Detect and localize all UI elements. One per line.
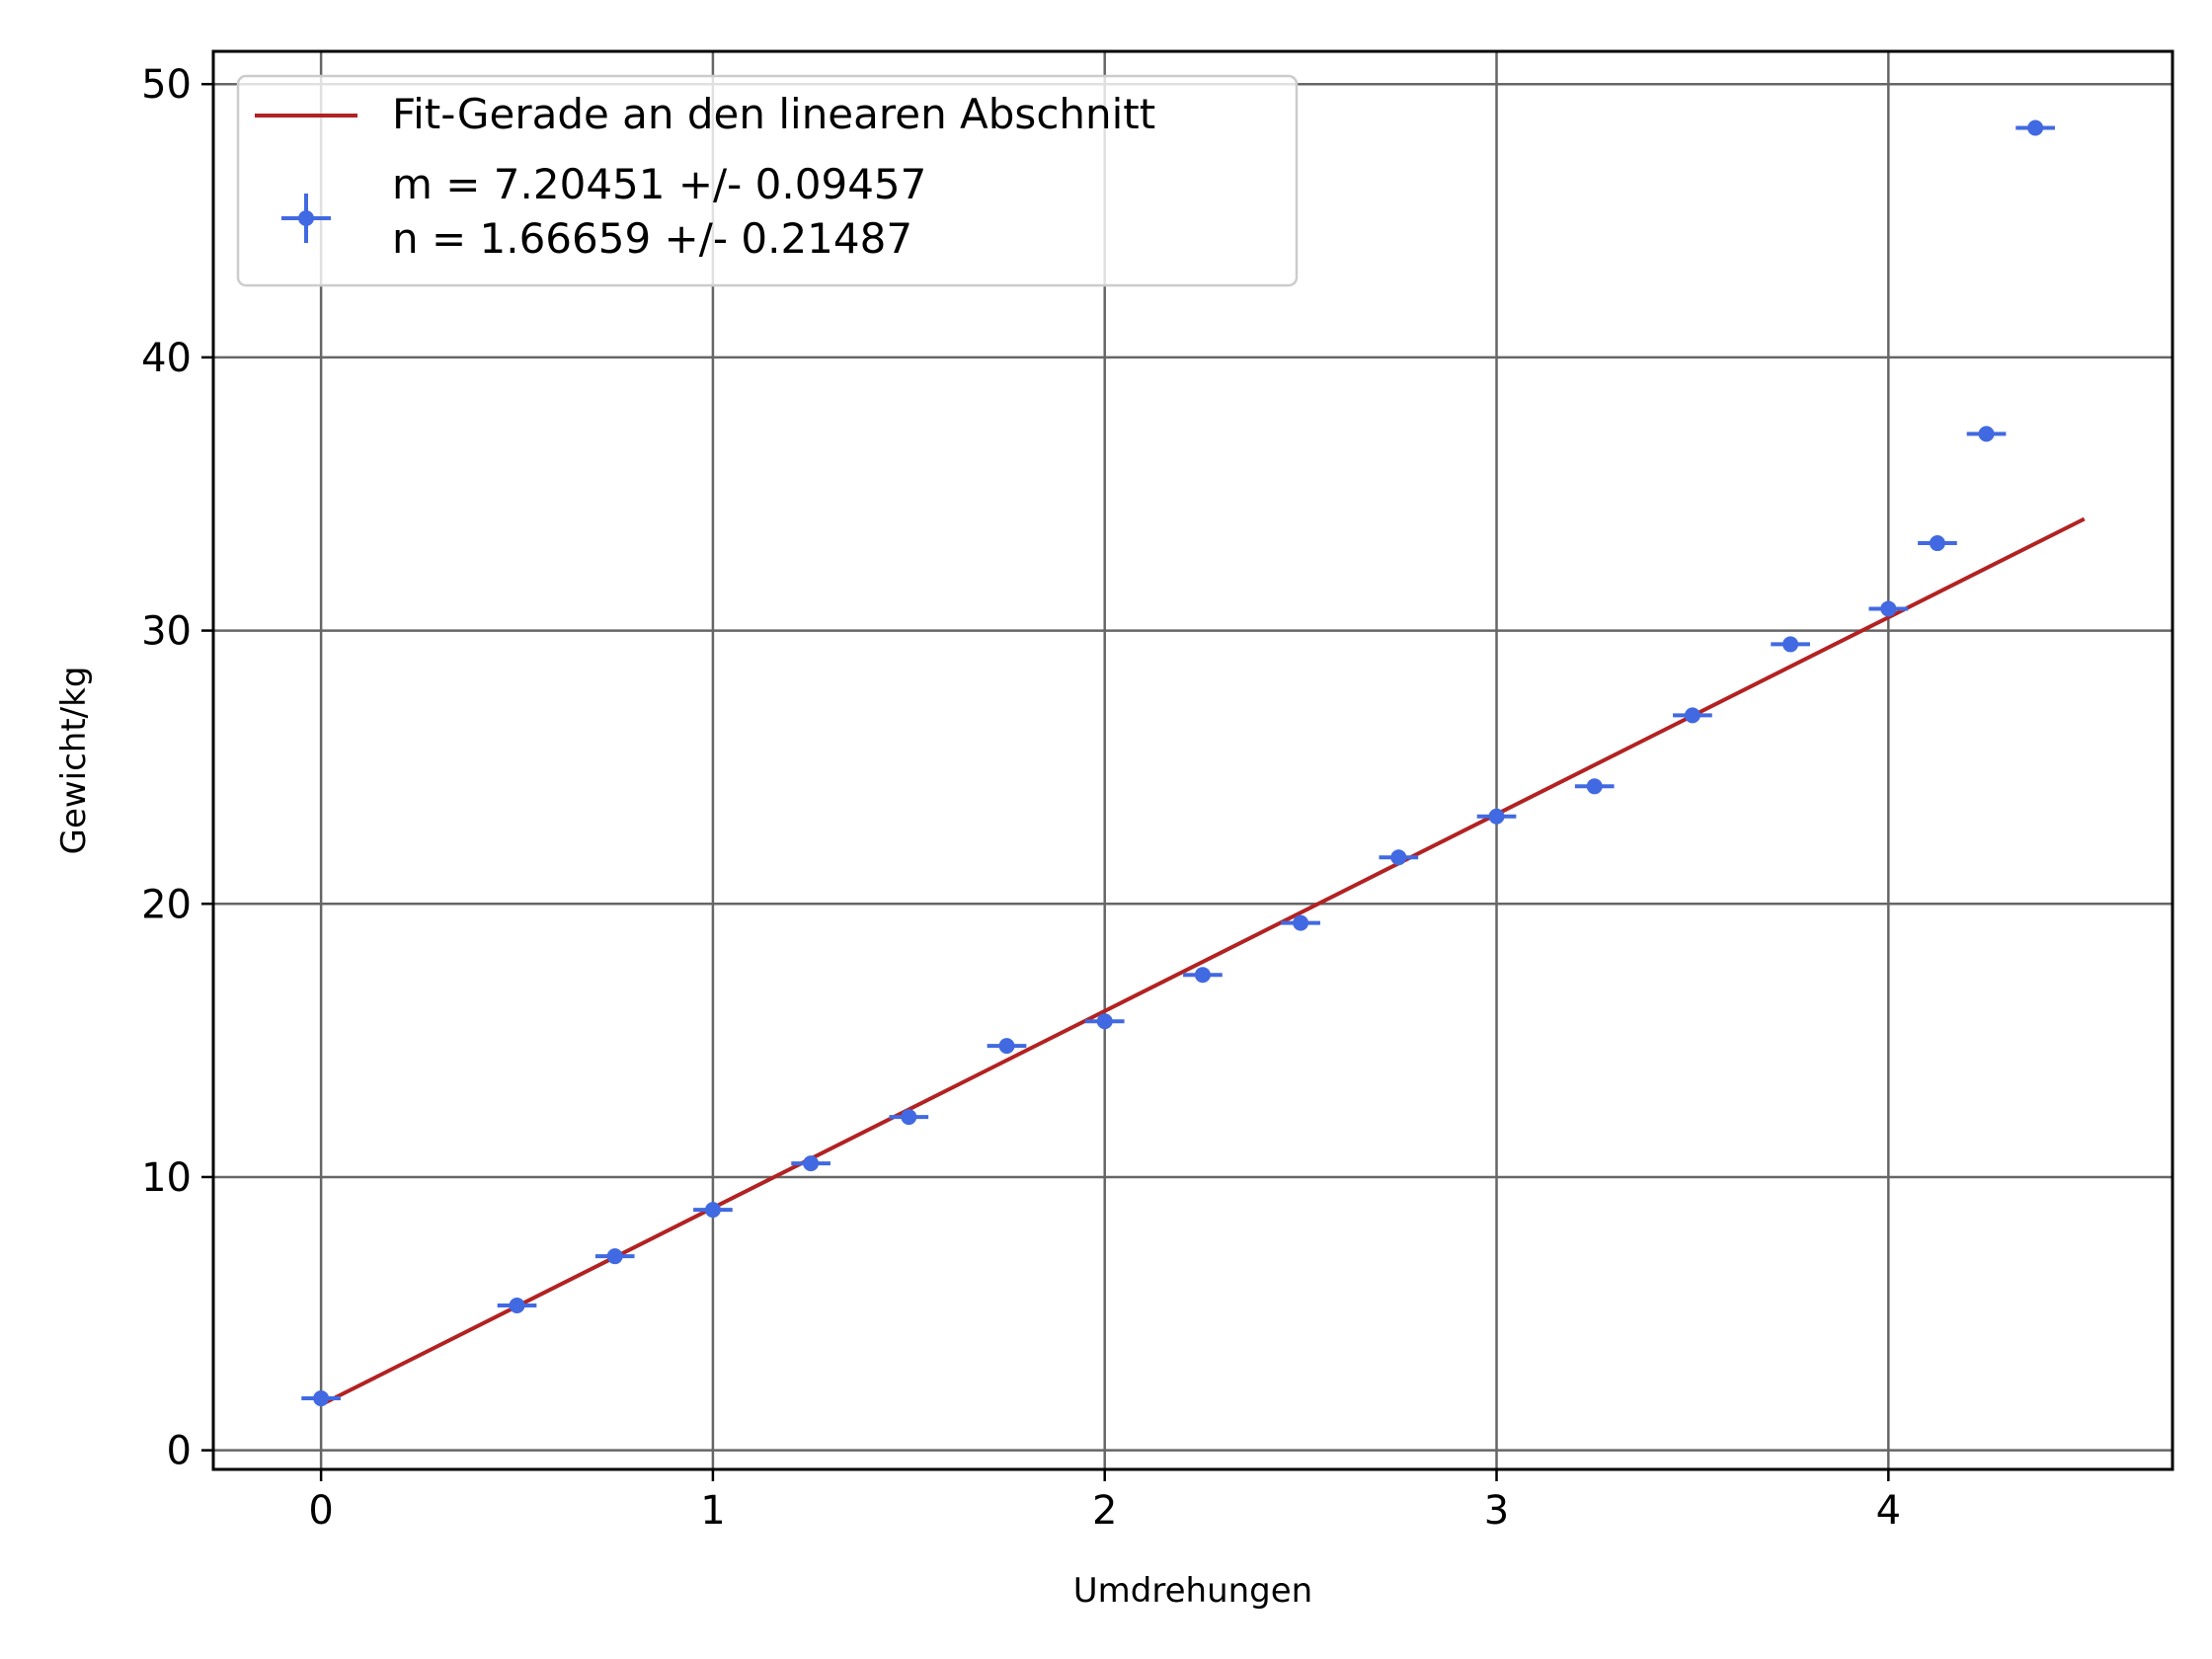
x-axis-label: Umdrehungen	[1073, 1571, 1312, 1611]
y-axis-label: Gewicht/kg	[54, 667, 94, 855]
legend-box	[236, 74, 1299, 287]
y-tick-label: 30	[141, 609, 192, 655]
y-tick-label: 10	[141, 1155, 192, 1201]
data-point-marker	[1390, 849, 1407, 866]
data-point-marker	[1880, 600, 1897, 617]
data-point	[1476, 808, 1517, 825]
data-point-marker	[1488, 808, 1505, 825]
fit-layer	[320, 516, 2086, 1407]
data-point	[497, 1297, 537, 1313]
data-point-marker	[2027, 119, 2044, 136]
data-point-marker	[509, 1297, 525, 1313]
y-tick-label: 40	[141, 336, 192, 381]
data-point-marker	[998, 1038, 1015, 1055]
legend-points-swatch	[281, 194, 331, 243]
legend-fit-label: Fit-Gerade an den linearen Abschnitt	[392, 90, 1155, 138]
data-point	[791, 1155, 830, 1172]
data-point	[1918, 535, 1957, 552]
data-point-marker	[1096, 1013, 1113, 1030]
legend-points-label-line2: n = 1.66659 +/- 0.21487	[392, 214, 912, 263]
fit-line	[320, 516, 2086, 1407]
data-point	[2015, 119, 2055, 136]
data-point-marker	[901, 1109, 917, 1126]
y-tick-label: 0	[167, 1429, 192, 1474]
data-point	[1379, 849, 1419, 866]
data-points	[301, 119, 2055, 1407]
legend: Fit-Gerade an den linearen Abschnitt m =…	[236, 74, 1299, 287]
data-point-marker	[1782, 636, 1799, 653]
y-tick-label: 50	[141, 62, 192, 108]
data-point	[1868, 600, 1909, 617]
data-point-marker	[313, 1390, 330, 1407]
data-point-marker	[1684, 707, 1700, 724]
data-point-marker	[1929, 535, 1945, 552]
data-point-marker	[803, 1155, 820, 1172]
data-point	[1966, 426, 2007, 442]
data-point-marker	[606, 1248, 623, 1265]
y-tick-label: 20	[141, 882, 192, 927]
x-tick-label: 2	[1092, 1488, 1117, 1534]
data-point	[1183, 967, 1223, 984]
data-point	[301, 1390, 341, 1407]
data-point-marker	[704, 1202, 721, 1219]
x-tick-label: 4	[1876, 1488, 1901, 1534]
data-point	[1771, 636, 1810, 653]
x-tick-label: 1	[700, 1488, 725, 1534]
data-point	[1673, 707, 1712, 724]
data-point-marker	[1194, 967, 1211, 984]
data-point	[987, 1038, 1027, 1055]
data-point-marker	[1586, 778, 1603, 795]
data-point	[594, 1248, 635, 1265]
data-point	[1084, 1013, 1125, 1030]
legend-points-label-line1: m = 7.20451 +/- 0.09457	[392, 160, 926, 208]
data-point-marker	[1293, 914, 1309, 931]
x-tick-label: 3	[1484, 1488, 1509, 1534]
plot-frame	[211, 49, 2174, 1471]
data-point-marker	[1978, 426, 1995, 442]
data-point	[1281, 914, 1320, 931]
x-tick-label: 0	[308, 1488, 333, 1534]
data-point	[1574, 778, 1615, 795]
data-point	[693, 1202, 733, 1219]
data-point	[889, 1109, 929, 1126]
